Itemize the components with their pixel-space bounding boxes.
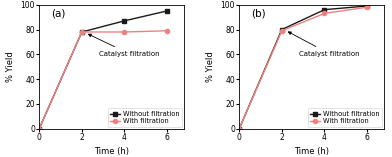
Without filtration (279, 29, 284, 30)
With filtration (165, 30, 169, 32)
Line: Without filtration: Without filtration (37, 9, 169, 131)
Without filtration (365, 5, 370, 7)
With filtration (279, 30, 284, 32)
Without filtration (37, 128, 42, 130)
With filtration (365, 6, 370, 8)
Without filtration (165, 10, 169, 12)
Legend: Without filtration, With filtration: Without filtration, With filtration (107, 108, 182, 127)
Legend: Without filtration, With filtration: Without filtration, With filtration (308, 108, 382, 127)
Y-axis label: % Yield: % Yield (206, 51, 215, 82)
Text: Catalyst filtration: Catalyst filtration (289, 32, 359, 57)
Line: With filtration: With filtration (237, 5, 369, 131)
Text: (a): (a) (51, 8, 65, 18)
Text: Catalyst filtration: Catalyst filtration (88, 34, 160, 57)
Without filtration (322, 9, 327, 11)
Without filtration (122, 20, 127, 22)
With filtration (322, 12, 327, 14)
Y-axis label: % Yield: % Yield (6, 51, 15, 82)
Line: With filtration: With filtration (37, 29, 169, 131)
X-axis label: Time (h): Time (h) (294, 147, 329, 157)
Without filtration (237, 128, 241, 130)
Line: Without filtration: Without filtration (237, 4, 369, 131)
With filtration (37, 128, 42, 130)
Text: (b): (b) (251, 8, 265, 18)
With filtration (80, 31, 84, 33)
With filtration (122, 31, 127, 33)
X-axis label: Time (h): Time (h) (94, 147, 129, 157)
Without filtration (80, 31, 84, 33)
With filtration (237, 128, 241, 130)
